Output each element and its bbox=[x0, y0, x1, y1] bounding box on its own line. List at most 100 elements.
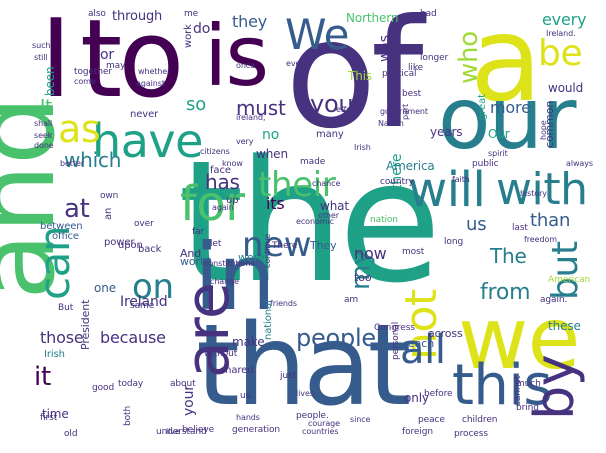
word-continue: continue bbox=[263, 233, 272, 268]
word-at: at bbox=[64, 194, 90, 224]
word-very: very bbox=[236, 137, 254, 146]
word-office: office bbox=[52, 231, 79, 242]
word-too: too bbox=[354, 271, 372, 284]
word-they: They bbox=[310, 239, 337, 252]
word-we: We bbox=[285, 10, 350, 59]
word-our: Our bbox=[488, 127, 510, 141]
word-an: an bbox=[103, 207, 114, 220]
word-first: first bbox=[40, 413, 58, 423]
word-shared: shared bbox=[220, 365, 254, 376]
word-when: when bbox=[256, 147, 288, 161]
word-must: must bbox=[236, 96, 286, 120]
word-longer: longer bbox=[420, 53, 449, 63]
word-done: done bbox=[34, 141, 54, 150]
word-to: to bbox=[80, 0, 184, 122]
word-which: which bbox=[64, 148, 122, 172]
word-great: great bbox=[477, 94, 488, 120]
word-ireland: ireland, bbox=[236, 113, 266, 122]
word-what: what bbox=[320, 199, 349, 213]
word-like: like bbox=[408, 63, 424, 73]
word-for: for bbox=[180, 176, 245, 232]
word-me: me bbox=[184, 9, 199, 19]
word-still: still bbox=[34, 53, 48, 62]
word-across: across bbox=[428, 327, 463, 340]
word-have: have bbox=[92, 114, 204, 168]
word-hope: hope bbox=[539, 120, 548, 140]
word-good: good bbox=[92, 383, 115, 393]
word-faith: faith bbox=[452, 175, 470, 184]
word-over: over bbox=[134, 219, 154, 229]
word-no: no bbox=[262, 127, 280, 143]
word-from: from bbox=[480, 280, 531, 305]
word-now: now bbox=[354, 244, 387, 263]
word-government: government bbox=[380, 107, 428, 116]
word-believe: believe bbox=[182, 425, 215, 435]
word-personal: personal bbox=[391, 321, 401, 360]
word-on: on bbox=[132, 267, 174, 307]
word-one: one bbox=[94, 281, 116, 295]
word-other: other bbox=[318, 211, 339, 220]
word-who: who bbox=[454, 31, 484, 84]
word-will: will bbox=[408, 162, 486, 218]
word-face: face bbox=[210, 165, 231, 176]
word-but: But bbox=[58, 303, 74, 313]
word-may: may bbox=[106, 61, 126, 71]
word-effort: effort bbox=[336, 105, 358, 114]
word-own: own bbox=[100, 191, 119, 201]
word-also: also bbox=[88, 9, 106, 19]
word-their: their bbox=[258, 165, 336, 205]
word-today: today bbox=[118, 379, 144, 389]
word-best: best bbox=[402, 89, 422, 99]
word-old: old bbox=[64, 429, 78, 439]
word-through: through bbox=[112, 9, 163, 24]
word-countries: countries bbox=[302, 427, 339, 436]
word-new: new bbox=[242, 225, 312, 265]
word-those: those bbox=[40, 328, 84, 347]
word-the: the bbox=[178, 124, 442, 320]
word-as: as bbox=[58, 107, 101, 151]
word-it: It bbox=[40, 96, 53, 117]
word-in: in bbox=[194, 224, 276, 331]
word-it: it bbox=[34, 362, 51, 392]
word-freedom: freedom bbox=[524, 235, 557, 244]
word-seek: seek bbox=[34, 131, 53, 140]
word-northern: Northern bbox=[346, 11, 399, 25]
word-citizens: citizens bbox=[200, 147, 230, 156]
word-so: so bbox=[186, 94, 207, 115]
word-again: again bbox=[212, 203, 234, 212]
word-than: than bbox=[530, 210, 571, 231]
word-know: know bbox=[222, 159, 243, 168]
word-more: more bbox=[490, 98, 531, 117]
word-ireland: Ireland. bbox=[546, 29, 576, 38]
word-we: we bbox=[458, 289, 580, 389]
word-better: better bbox=[60, 159, 85, 168]
word-world: world bbox=[180, 255, 210, 268]
word-you: you bbox=[310, 90, 354, 118]
word-congress: Congress bbox=[374, 323, 415, 333]
word-power: power bbox=[104, 237, 135, 248]
word-again: again. bbox=[540, 295, 568, 305]
word-without: without bbox=[204, 349, 238, 359]
word-there: There bbox=[272, 241, 298, 251]
word-and: And bbox=[180, 247, 202, 260]
word-just: just bbox=[280, 371, 297, 381]
word-last: last bbox=[512, 223, 528, 233]
word-our: our bbox=[438, 69, 576, 169]
word-between: between bbox=[40, 221, 83, 232]
word-work: work bbox=[183, 24, 194, 48]
word-friends: friends bbox=[270, 299, 298, 308]
word-made: made bbox=[300, 157, 326, 167]
word-had: had bbox=[420, 9, 437, 19]
word-upon: upon bbox=[118, 240, 143, 251]
word-bring: bring bbox=[516, 403, 539, 413]
word-would: would bbox=[548, 81, 584, 95]
word-only: only bbox=[404, 391, 429, 405]
word-generation: generation bbox=[232, 425, 281, 435]
word-each: each bbox=[408, 337, 435, 350]
word-always: always bbox=[566, 159, 593, 168]
word-ireland: Ireland bbox=[120, 294, 168, 310]
word-all: all bbox=[400, 327, 446, 373]
word-even: even bbox=[286, 59, 306, 68]
word-been: been bbox=[43, 66, 57, 96]
